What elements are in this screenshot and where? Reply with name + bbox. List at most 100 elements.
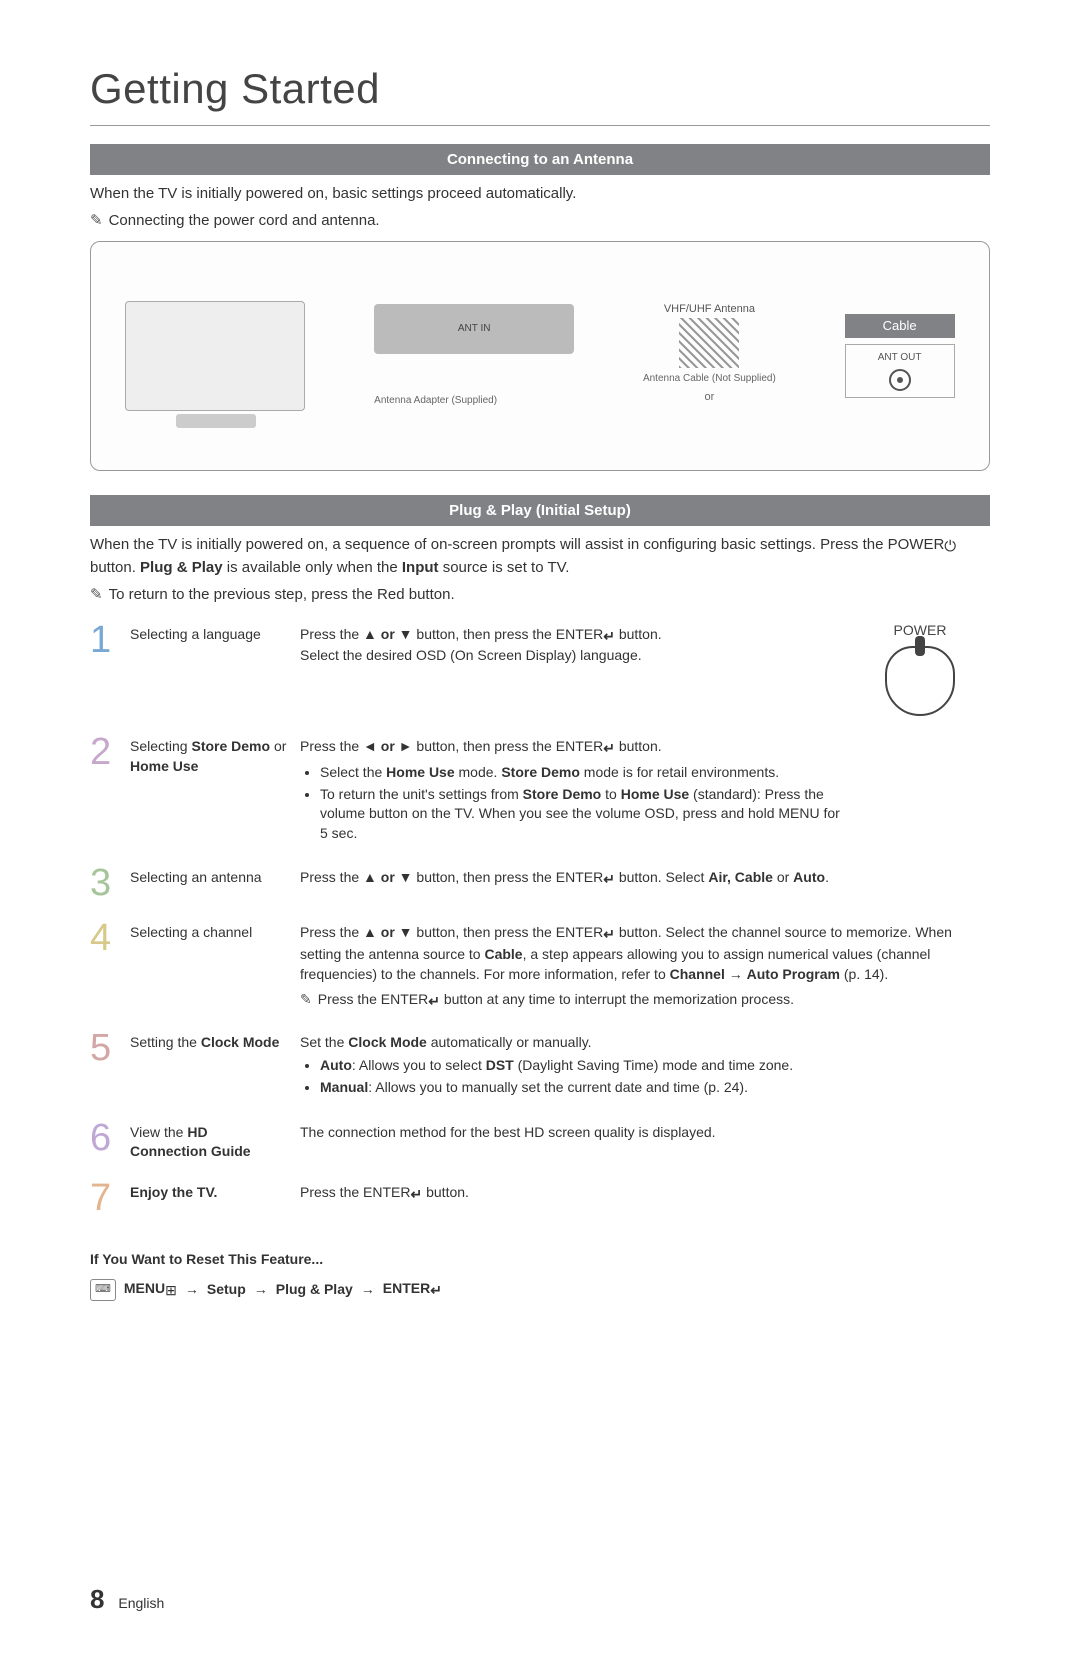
t: button. [615, 738, 662, 754]
t: (Daylight Saving Time) mode and time zon… [514, 1057, 793, 1073]
t: Selecting [130, 738, 191, 754]
t: Channel [670, 966, 725, 982]
t: To return the unit's settings from [320, 786, 523, 802]
step-label: View the HD Connection Guide [130, 1119, 300, 1162]
arrow-updown-icon: ▲ or ▼ [363, 869, 413, 885]
t: : Allows you to manually set the current… [368, 1079, 748, 1095]
t: Auto [320, 1057, 352, 1073]
t: Set the [300, 1034, 348, 1050]
step-body: Set the Clock Mode automatically or manu… [300, 1029, 990, 1102]
section-heading-plugplay: Plug & Play (Initial Setup) [90, 495, 990, 526]
enter-word: ENTER [381, 991, 428, 1007]
note-icon [300, 991, 318, 1007]
step-number: 5 [90, 1029, 130, 1067]
t: Home Use [130, 758, 198, 774]
enter-word: ENTER [556, 626, 603, 642]
plugplay-intro: When the TV is initially powered on, a s… [90, 534, 990, 578]
antenna-note: Connecting the power cord and antenna. [90, 210, 990, 231]
t: Auto [793, 869, 825, 885]
antenna-column: VHF/UHF Antenna Antenna Cable (Not Suppl… [643, 302, 776, 409]
enter-word: ENTER [383, 1280, 430, 1296]
t: button, then press the [413, 869, 556, 885]
pp-intro-a: When the TV is initially powered on, a s… [90, 536, 888, 553]
pp-intro-c: is available only when the [227, 559, 402, 576]
t: button, then press the [413, 924, 556, 940]
note-icon [90, 212, 109, 229]
t: Enjoy the TV. [130, 1184, 217, 1200]
step-label: Enjoy the TV. [130, 1179, 300, 1203]
page-footer: 8 English [90, 1581, 990, 1617]
step-body: Press the ▲ or ▼ button, then press the … [300, 621, 850, 666]
page-number: 8 [90, 1584, 104, 1614]
enter-word: ENTER [556, 924, 603, 940]
t: button. Select [615, 869, 708, 885]
t: button. [422, 1184, 469, 1200]
t: → [725, 966, 747, 982]
enter-icon [430, 1281, 442, 1301]
step-label: Selecting a channel [130, 919, 300, 943]
t: Select the desired OSD (On Screen Displa… [300, 647, 642, 663]
coax-icon [889, 369, 911, 391]
t: button, then press the [413, 738, 556, 754]
t: Manual [320, 1079, 368, 1095]
step-row: 4 Selecting a channel Press the ▲ or ▼ b… [90, 913, 990, 1022]
remote-icon: ⌨ [90, 1279, 116, 1300]
pp-intro-b: button. [90, 559, 140, 576]
step-number: 2 [90, 733, 130, 771]
enter-icon [603, 739, 615, 759]
enter-icon [410, 1185, 422, 1205]
list-item: Manual: Allows you to manually set the c… [320, 1078, 990, 1098]
arrow-updown-icon: ▲ or ▼ [363, 626, 413, 642]
step-body: Press the ◄ or ► button, then press the … [300, 733, 850, 847]
t: Press the [300, 1184, 363, 1200]
t: mode. [455, 764, 502, 780]
plugplay-note: To return to the previous step, press th… [90, 584, 990, 605]
t: button, then press the [413, 626, 556, 642]
pp-power-word: POWER [888, 536, 945, 553]
t: Store Demo [191, 738, 270, 754]
step-label: Selecting Store Demo or Home Use [130, 733, 300, 776]
t: or [773, 869, 793, 885]
or-label: or [643, 390, 776, 405]
enter-word: ENTER [363, 1184, 410, 1200]
step-row: 7 Enjoy the TV. Press the ENTER button. [90, 1173, 990, 1228]
t: Store Demo [501, 764, 580, 780]
steps-table: 1 Selecting a language Press the ▲ or ▼ … [90, 615, 990, 1228]
step-body: Press the ▲ or ▼ button, then press the … [300, 864, 990, 890]
t: Home Use [386, 764, 454, 780]
note-icon [90, 586, 109, 603]
t: button. [615, 626, 662, 642]
t: or [270, 738, 286, 754]
antenna-note-text: Connecting the power cord and antenna. [109, 212, 380, 229]
enter-icon [603, 870, 615, 890]
t: Press the [300, 924, 363, 940]
t: to [601, 786, 620, 802]
hand-icon [885, 646, 955, 716]
ant-out-box: ANT OUT [845, 344, 955, 398]
pp-input-word: Input [402, 559, 439, 576]
antenna-diagram: ANT IN Antenna Adapter (Supplied) VHF/UH… [90, 241, 990, 471]
t: Store Demo [523, 786, 602, 802]
step-number: 6 [90, 1119, 130, 1157]
step-number: 4 [90, 919, 130, 957]
cable-label: Cable [845, 314, 955, 338]
t: Clock Mode [348, 1034, 427, 1050]
t: mode is for retail environments. [580, 764, 779, 780]
t: button at any time to interrupt the memo… [440, 991, 794, 1007]
power-icon [944, 536, 956, 557]
reset-plugplay: Plug & Play [276, 1280, 353, 1300]
antenna-icon [679, 318, 739, 368]
enter-icon [428, 992, 440, 1012]
reset-path: ⌨ MENU → Setup → Plug & Play → ENTER [90, 1279, 990, 1301]
pp-note-text: To return to the previous step, press th… [109, 586, 455, 603]
page-title: Getting Started [90, 60, 990, 126]
list-item: Select the Home Use mode. Store Demo mod… [320, 763, 850, 783]
arrow-lr-icon: ◄ or ► [363, 738, 413, 754]
t: Press the [300, 738, 363, 754]
t: Auto Program [747, 966, 840, 982]
step-row: 3 Selecting an antenna Press the ▲ or ▼ … [90, 858, 990, 913]
panel-illustration: ANT IN Antenna Adapter (Supplied) [374, 304, 574, 408]
t: DST [486, 1057, 514, 1073]
t: Clock Mode [201, 1034, 280, 1050]
pp-bold-word: Plug & Play [140, 559, 223, 576]
